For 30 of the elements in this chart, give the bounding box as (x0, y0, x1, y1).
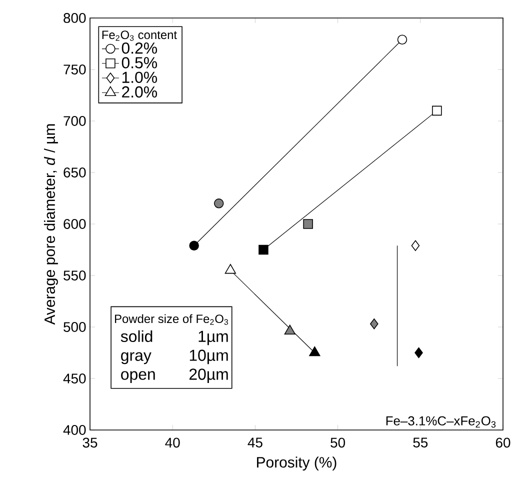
legend-label: 1.0% (122, 72, 158, 83)
y-tick-label: 550 (64, 270, 86, 280)
x-tick-label: 50 (330, 438, 346, 448)
annotation: gray (121, 352, 152, 364)
y-tick-label: 600 (64, 219, 86, 229)
y-tick-label: 500 (64, 322, 86, 332)
annotation: solid (120, 330, 152, 342)
y-tick-label: 450 (63, 374, 86, 384)
annotation: open (121, 371, 155, 384)
x-tick-label: 45 (248, 438, 262, 448)
legend-label: 2.0% (122, 86, 158, 98)
legend-label: 0.2% (122, 42, 158, 54)
legend-label: 0.5% (122, 57, 158, 68)
legend-title: Fe$_{2}$O$_{3}$ content (102, 30, 177, 41)
x-tick-label: 60 (496, 438, 510, 448)
annotation: 10µm (190, 350, 228, 364)
annotation: Powder size of Fe$_{2}$O$_{3}$ (115, 314, 228, 325)
x-tick-label: 40 (165, 438, 180, 448)
x-axis-title: Porosity (%) (257, 456, 336, 471)
y-tick-label: 750 (64, 64, 86, 74)
y-axis-title: Average pore diameter, d / µm (44, 124, 58, 325)
annotation: 1µm (198, 330, 228, 346)
annotation: Fe–3.1%C–xFe$_{2}$O$_{3}$ (386, 416, 496, 428)
y-tick-label: 400 (63, 425, 86, 435)
y-tick-label: 650 (64, 168, 86, 178)
annotation: 20µm (189, 368, 228, 384)
y-tick-label: 700 (64, 116, 86, 126)
x-tick-label: 55 (413, 438, 428, 448)
y-tick-label: 800 (64, 13, 86, 23)
x-tick-label: 35 (82, 438, 98, 448)
